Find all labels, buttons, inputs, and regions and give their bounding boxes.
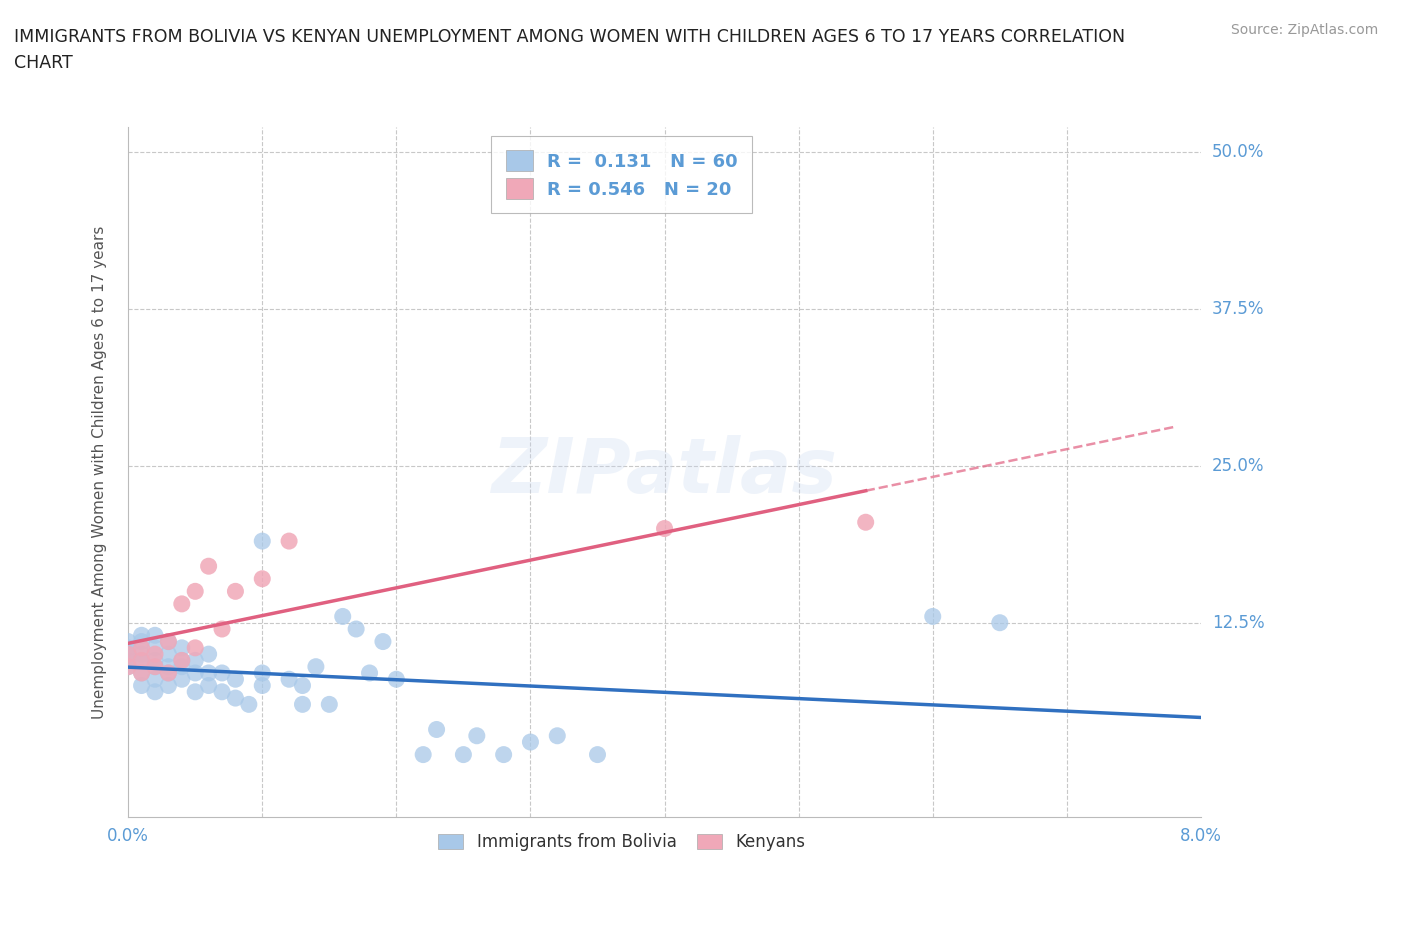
Point xyxy=(184,684,207,699)
Point xyxy=(305,659,328,674)
Point xyxy=(143,684,166,699)
Text: ZIPatlas: ZIPatlas xyxy=(492,435,838,509)
Point xyxy=(224,671,246,686)
Point xyxy=(117,653,139,668)
Point xyxy=(143,641,166,656)
Point xyxy=(131,653,153,668)
Point xyxy=(131,653,153,668)
Point xyxy=(426,722,449,737)
Point xyxy=(117,646,139,661)
Point xyxy=(654,521,676,536)
Point xyxy=(143,628,166,643)
Point xyxy=(170,596,193,611)
Point xyxy=(170,659,193,674)
Point xyxy=(157,678,180,693)
Point xyxy=(252,666,274,681)
Point xyxy=(278,671,301,686)
Point xyxy=(211,684,233,699)
Point xyxy=(117,659,139,674)
Point xyxy=(197,666,219,681)
Point xyxy=(131,628,153,643)
Point xyxy=(586,747,609,762)
Point xyxy=(184,653,207,668)
Point xyxy=(143,646,166,661)
Point xyxy=(855,515,877,530)
Point xyxy=(412,747,434,762)
Point xyxy=(291,678,314,693)
Point xyxy=(170,671,193,686)
Y-axis label: Unemployment Among Women with Children Ages 6 to 17 years: Unemployment Among Women with Children A… xyxy=(93,225,107,719)
Point xyxy=(117,646,139,661)
Point xyxy=(252,678,274,693)
Text: 37.5%: 37.5% xyxy=(1212,299,1264,318)
Point xyxy=(211,621,233,636)
Text: IMMIGRANTS FROM BOLIVIA VS KENYAN UNEMPLOYMENT AMONG WOMEN WITH CHILDREN AGES 6 : IMMIGRANTS FROM BOLIVIA VS KENYAN UNEMPL… xyxy=(14,28,1125,73)
Point xyxy=(117,634,139,649)
Point xyxy=(988,616,1011,631)
Point xyxy=(224,584,246,599)
Text: Source: ZipAtlas.com: Source: ZipAtlas.com xyxy=(1230,23,1378,37)
Point xyxy=(143,653,166,668)
Text: 50.0%: 50.0% xyxy=(1212,142,1264,161)
Point xyxy=(117,659,139,674)
Point xyxy=(131,646,153,661)
Point xyxy=(117,641,139,656)
Point xyxy=(519,735,541,750)
Point xyxy=(252,534,274,549)
Point xyxy=(184,584,207,599)
Point xyxy=(197,678,219,693)
Text: 25.0%: 25.0% xyxy=(1212,457,1264,474)
Point xyxy=(359,666,381,681)
Point xyxy=(170,641,193,656)
Point xyxy=(224,691,246,706)
Point xyxy=(131,641,153,656)
Point xyxy=(197,559,219,574)
Point xyxy=(143,659,166,674)
Text: 12.5%: 12.5% xyxy=(1212,614,1264,631)
Point xyxy=(197,646,219,661)
Point xyxy=(131,634,153,649)
Point xyxy=(143,659,166,674)
Point xyxy=(157,646,180,661)
Point xyxy=(921,609,943,624)
Point xyxy=(131,666,153,681)
Point xyxy=(385,671,408,686)
Point xyxy=(453,747,475,762)
Point xyxy=(131,678,153,693)
Point xyxy=(157,666,180,681)
Point xyxy=(131,666,153,681)
Point xyxy=(238,697,260,711)
Point xyxy=(371,634,394,649)
Point xyxy=(344,621,367,636)
Point xyxy=(143,671,166,686)
Point xyxy=(546,728,568,743)
Point xyxy=(157,659,180,674)
Point xyxy=(492,747,515,762)
Point xyxy=(157,634,180,649)
Point xyxy=(170,653,193,668)
Point xyxy=(157,634,180,649)
Point xyxy=(332,609,354,624)
Point xyxy=(211,666,233,681)
Point xyxy=(318,697,340,711)
Point xyxy=(184,641,207,656)
Point xyxy=(157,666,180,681)
Point xyxy=(465,728,488,743)
Point xyxy=(252,571,274,586)
Point xyxy=(170,653,193,668)
Point xyxy=(278,534,301,549)
Legend: Immigrants from Bolivia, Kenyans: Immigrants from Bolivia, Kenyans xyxy=(432,826,811,857)
Point xyxy=(184,666,207,681)
Point xyxy=(291,697,314,711)
